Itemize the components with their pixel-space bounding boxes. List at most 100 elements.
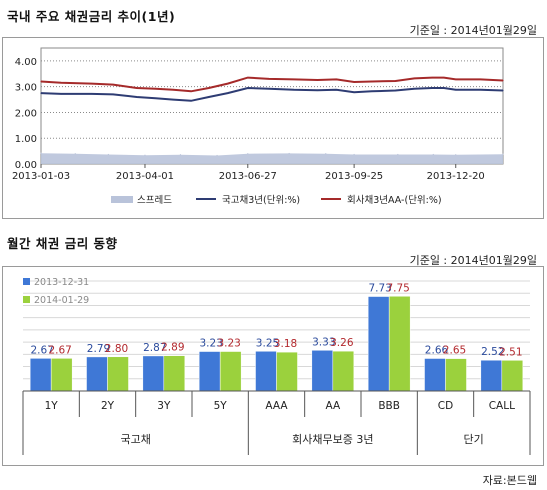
ktb-3y-point <box>353 91 355 93</box>
bar-value-label: 7.73 <box>368 283 391 295</box>
bar-value-label: 2.87 <box>143 342 166 354</box>
source-note: 자료:본드웹 <box>482 474 537 487</box>
spread-point <box>107 153 109 156</box>
ktb-3y-point <box>91 93 93 95</box>
bar-2013-12-31 <box>480 359 503 392</box>
corp-3y-aa-point <box>353 81 355 83</box>
corp-3y-aa-point <box>208 87 210 89</box>
bar-value-label: 2.66 <box>425 344 449 356</box>
bar-2014-01-29 <box>332 350 355 392</box>
x-tick-label: 2013-09-25 <box>325 171 383 182</box>
corp-3y-aa-point <box>227 82 229 85</box>
y-tick-label: 4.00 <box>15 57 37 68</box>
y-tick-label: 0.00 <box>15 160 37 171</box>
spread-legend-label: 스프레드 <box>137 195 172 206</box>
corp-3y-aa-point <box>172 89 174 91</box>
ktb-3y-point <box>431 87 433 89</box>
bar-value-label: 2.89 <box>161 342 184 354</box>
legend-swatch-2014-01-29 <box>23 296 30 303</box>
monthly-bar-chart: 2.672.67 2.792.80 2.872.89 3.233.23 3.253.18… <box>22 277 531 455</box>
ktb-3y-point <box>227 92 229 94</box>
legend-label: 2014-01-29 <box>34 295 89 306</box>
spread-point <box>144 154 146 156</box>
x-tick-label: 2013-12-20 <box>427 171 485 182</box>
y-tick-label: 3.00 <box>15 83 37 94</box>
ktb-3y-line <box>40 86 504 102</box>
corp-3y-aa-point <box>413 77 415 80</box>
ktb-3y-legend-label: 국고채3년(단위:%) <box>222 194 300 206</box>
corp-3y-aa-point <box>431 77 433 79</box>
bar-value-label: 3.25 <box>256 337 279 349</box>
ktb-3y-point <box>268 88 270 90</box>
corp-3y-aa-line <box>40 76 504 93</box>
spread-area <box>41 153 503 164</box>
spread-point <box>288 152 290 155</box>
bar-2013-12-31 <box>198 351 221 392</box>
corp-3y-aa-point <box>371 80 373 83</box>
corp-3y-aa-point <box>394 80 397 82</box>
bar-value-label: 2.67 <box>48 344 71 356</box>
ktb-3y-point <box>112 93 114 95</box>
bar-value-label: 2.79 <box>87 343 110 355</box>
x-tick-label: 2013-01-03 <box>12 171 70 182</box>
category-label: 2Y <box>101 400 115 412</box>
category-label: 1Y <box>45 400 59 412</box>
category-label: AAA <box>265 400 288 412</box>
ktb-3y-point <box>443 87 445 89</box>
legend-swatch-2013-12-31 <box>23 278 30 285</box>
bar-value-label: 3.23 <box>217 338 240 350</box>
trend-chart-panel: 0.00 1.00 2.00 3.00 4.00 2013-01-03 2013-04-01… <box>2 37 544 219</box>
spread-point <box>432 153 434 156</box>
bar-2013-12-31 <box>142 355 165 392</box>
ktb-3y-point <box>40 92 42 94</box>
corp-3y-aa-point <box>502 79 504 82</box>
spread-point <box>502 153 504 155</box>
corp-3y-aa-point <box>316 79 319 81</box>
corp-3y-aa-point <box>91 82 93 85</box>
category-label: CD <box>438 400 453 412</box>
category-label: CALL <box>489 400 515 412</box>
bar-value-label: 3.26 <box>330 337 354 349</box>
bar-2014-01-29 <box>163 355 186 392</box>
category-label: BBB <box>378 400 400 412</box>
trend-line-chart: 0.00 1.00 2.00 3.00 4.00 2013-01-03 2013-04-01… <box>12 47 504 206</box>
corp-3y-aa-point <box>155 88 157 90</box>
spread-point <box>216 154 218 157</box>
ktb-3y-point <box>455 89 457 91</box>
bar-value-label: 3.18 <box>274 338 297 350</box>
x-tick-label: 2013-04-01 <box>116 171 174 182</box>
corp-3y-aa-point <box>112 84 114 86</box>
spread-point <box>74 153 76 155</box>
trend-chart-date: 기준일 : 2014년01월29일 <box>409 24 537 37</box>
spread-point <box>247 153 249 155</box>
bar-2014-01-29 <box>388 296 411 392</box>
ktb-3y-point <box>136 96 138 98</box>
corp-3y-aa-point <box>136 87 138 89</box>
ktb-3y-point <box>316 89 319 91</box>
bar-value-label: 2.67 <box>30 344 53 356</box>
corp-3y-aa-point <box>268 78 270 80</box>
y-tick-label: 1.00 <box>15 134 37 145</box>
legend-label: 2013-12-31 <box>34 277 89 288</box>
spread-point <box>353 153 355 156</box>
ktb-3y-point <box>60 93 62 95</box>
monthly-chart-panel: 2.67 2.67 2.79 2.80 2.87 2.89 3.23 3.23 3.25 3.18… <box>2 266 544 466</box>
bar-value-label: 7.75 <box>386 282 409 294</box>
corp-3y-aa-point <box>190 90 192 92</box>
spread-point <box>397 153 399 156</box>
trend-chart-title: 국내 주요 채권금리 추이(1년) <box>7 9 176 24</box>
corp-3y-aa-point <box>247 77 249 79</box>
y-tick-label: 2.00 <box>15 108 37 119</box>
bar-2014-01-29 <box>219 351 242 392</box>
bar-2013-12-31 <box>311 350 334 392</box>
x-tick-label: 2013-06-27 <box>219 171 277 182</box>
spread-point <box>325 153 327 155</box>
ktb-3y-point <box>502 89 504 92</box>
bar-value-label: 2.52 <box>481 346 504 358</box>
bar-value-label: 3.33 <box>312 336 335 348</box>
corp-3y-aa-point <box>60 82 62 84</box>
ktb-3y-point <box>335 89 337 91</box>
bar-value-label: 2.65 <box>443 345 466 357</box>
category-label: AA <box>325 400 340 412</box>
corp-3y-aa-point <box>293 78 295 81</box>
